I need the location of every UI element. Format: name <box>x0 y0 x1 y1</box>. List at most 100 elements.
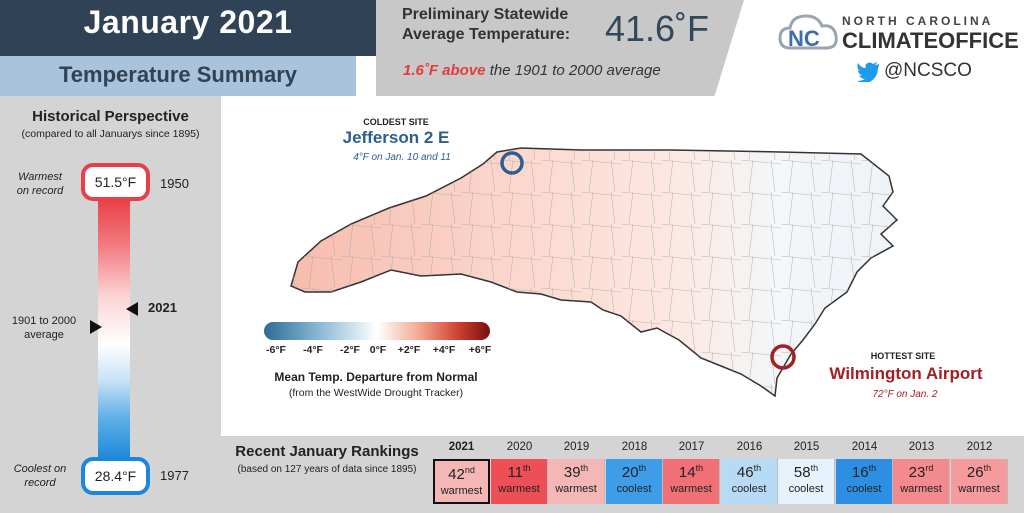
ranking-rank: 14 <box>678 464 696 481</box>
ranking-rank: 16 <box>851 464 869 481</box>
ranking-suffix: th <box>868 463 877 473</box>
coldest-site-name: Jefferson 2 E <box>342 128 450 147</box>
hottest-site-detail: 72°F on Jan. 2 <box>872 389 938 400</box>
current-year-label: 2021 <box>148 300 177 315</box>
legend-tick: 0°F <box>369 344 387 356</box>
ranking-cell: 26th warmest <box>951 459 1008 504</box>
header-subtitle-bar <box>0 56 356 96</box>
average-label: 1901 to 2000 average <box>11 315 77 341</box>
ranking-type: warmest <box>555 483 597 495</box>
average-pointer-icon <box>90 320 102 334</box>
ranking-type: warmest <box>900 483 942 495</box>
hottest-site-name: Wilmington Airport <box>829 364 983 383</box>
ranking-rank: 39 <box>563 464 581 481</box>
coldest-site-detail: 4°F on Jan. 10 and 11 <box>353 152 451 163</box>
legend-tick: +2°F <box>397 344 421 356</box>
ranking-cell: 39th warmest <box>548 459 605 504</box>
ranking-year: 2013 <box>908 441 935 453</box>
ranking-type: coolest <box>731 483 767 495</box>
warmest-year: 1950 <box>160 176 189 191</box>
statewide-label-line2: Average Temperature: <box>402 26 571 43</box>
header-title-bar <box>0 0 376 56</box>
coldest-site-label: COLDEST SITE <box>363 117 429 127</box>
ranking-cell: 11th warmest <box>491 459 548 504</box>
legend-title: Mean Temp. Departure from Normal <box>274 370 478 384</box>
ranking-suffix: th <box>810 463 819 473</box>
statewide-anomaly-text: 1.6˚F above the 1901 to 2000 average <box>403 62 661 79</box>
ranking-type: coolest <box>788 483 824 495</box>
legend-subtitle: (from the WestWide Drought Tracker) <box>288 387 464 399</box>
ranking-year: 2014 <box>851 441 878 453</box>
historical-title: Historical Perspective <box>32 108 189 125</box>
ranking-type: warmest <box>958 483 1000 495</box>
ranking-rank: 26 <box>966 464 984 481</box>
coolest-value-box: 28.4°F <box>81 457 150 495</box>
anomaly-value: 1.6˚F above <box>403 62 486 79</box>
ranking-year: 2019 <box>563 441 590 453</box>
departure-color-scale <box>264 322 490 340</box>
ranking-suffix: th <box>580 463 589 473</box>
ranking-year: 2015 <box>793 441 820 453</box>
coolest-year: 1977 <box>160 468 189 483</box>
warmest-label: Warmest on record <box>16 171 64 197</box>
legend-tick: +6°F <box>468 344 492 356</box>
coolest-label: Coolest on record <box>13 463 67 489</box>
legend-tick: -2°F <box>340 344 360 356</box>
nc-temperature-map <box>290 147 899 398</box>
svg-text:NC: NC <box>788 26 820 51</box>
ranking-year: 2020 <box>506 441 533 453</box>
ranking-cell: 23rd warmest <box>893 459 950 504</box>
legend-tick: -4°F <box>303 344 323 356</box>
ranking-suffix: th <box>638 463 647 473</box>
ranking-year: 2016 <box>736 441 763 453</box>
coldest-site-marker <box>500 151 524 175</box>
ranking-cell: 42nd warmest <box>433 459 490 504</box>
ranking-suffix: th <box>753 463 762 473</box>
page-title: January 2021 <box>83 4 293 40</box>
warmest-value-box: 51.5°F <box>81 163 150 201</box>
ranking-suffix: th <box>983 463 992 473</box>
ranking-rank: 46 <box>736 464 754 481</box>
ranking-year: 2017 <box>678 441 705 453</box>
ranking-rank: 58 <box>793 464 811 481</box>
statewide-banner <box>376 0 744 96</box>
historical-gradient-bar <box>98 190 130 470</box>
ranking-year: 2012 <box>966 441 993 453</box>
nc-cloud-logo-icon: NC <box>778 14 838 51</box>
ranking-type: coolest <box>846 483 882 495</box>
ranking-suffix: nd <box>464 465 475 475</box>
page-subtitle: Temperature Summary <box>58 62 297 87</box>
historical-subtitle: (compared to all Januarys since 1895) <box>21 128 200 140</box>
twitter-handle[interactable]: @NCSCO <box>884 60 972 81</box>
ranking-year: 2021 <box>448 441 475 453</box>
current-year-pointer-icon <box>126 302 138 316</box>
ranking-suffix: rd <box>925 463 934 473</box>
ranking-cell: 20th coolest <box>606 459 663 504</box>
ranking-type: coolest <box>616 483 652 495</box>
ranking-cell: 16th coolest <box>836 459 893 504</box>
ranking-suffix: th <box>523 463 531 473</box>
brand-line1: NORTH CAROLINA <box>842 14 994 28</box>
ranking-type: warmest <box>670 483 712 495</box>
ranking-rank: 11 <box>507 464 524 481</box>
statewide-average-value: 41.6˚F <box>605 8 710 49</box>
ranking-suffix: th <box>695 463 704 473</box>
legend-tick: +4°F <box>432 344 456 356</box>
ranking-cell: 14th warmest <box>663 459 720 504</box>
brand-line2: CLIMATEOFFICE <box>842 28 1019 53</box>
hottest-site-label: HOTTEST SITE <box>870 351 936 361</box>
ranking-year: 2018 <box>621 441 648 453</box>
ranking-rank: 42 <box>448 466 465 483</box>
ranking-rank: 23 <box>908 464 926 481</box>
statewide-label-line1: Preliminary Statewide <box>402 6 569 23</box>
ranking-type: warmest <box>498 483 540 495</box>
ranking-rank: 20 <box>621 464 639 481</box>
ranking-cell: 58th coolest <box>778 459 835 504</box>
hottest-site-marker <box>770 344 796 370</box>
twitter-bird-icon <box>857 62 879 82</box>
anomaly-rest: the 1901 to 2000 average <box>485 62 661 79</box>
rankings-title: Recent January Rankings <box>235 443 419 460</box>
ranking-type: warmest <box>440 485 483 497</box>
rankings-subtitle: (based on 127 years of data since 1895) <box>237 464 417 475</box>
legend-tick: -6°F <box>266 344 286 356</box>
